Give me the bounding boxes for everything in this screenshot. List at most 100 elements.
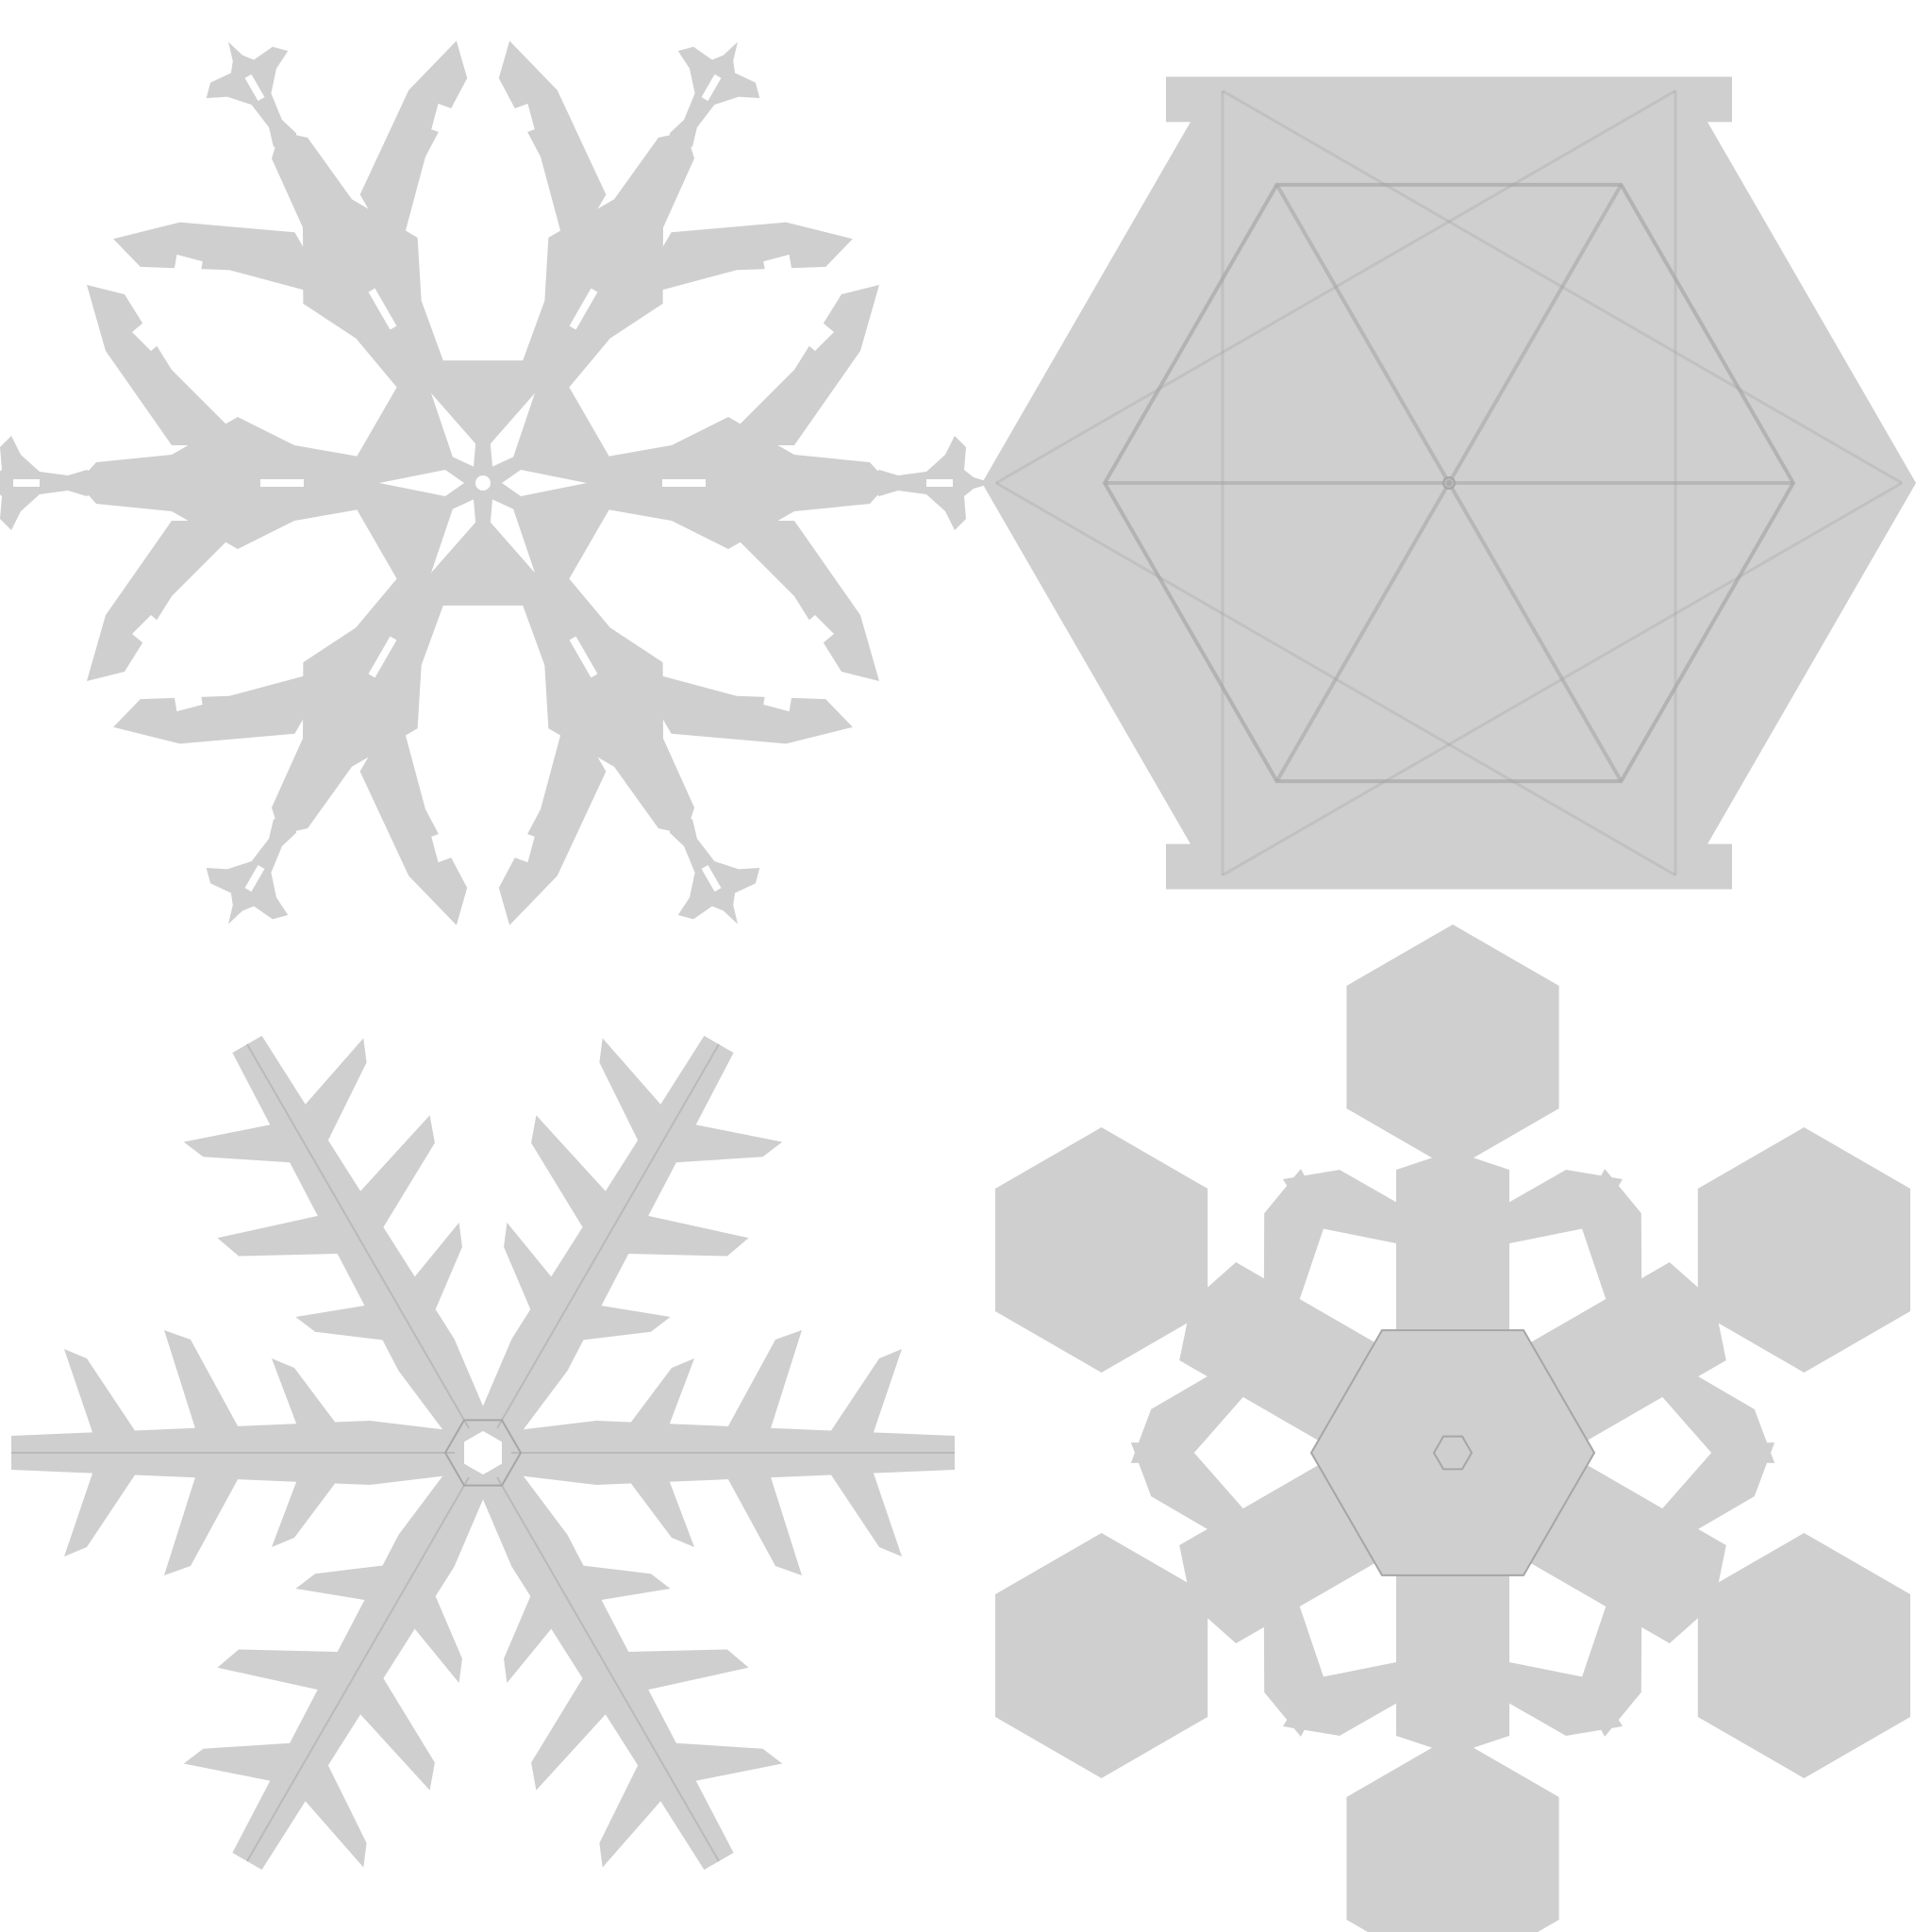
side-branch: [272, 1462, 351, 1547]
side-leaf: [1130, 1371, 1250, 1463]
lace-dendrite-arm-1: [502, 285, 992, 681]
side-branch: [531, 1115, 617, 1244]
side-branch: [615, 1462, 694, 1547]
arm-ridge: [246, 1476, 470, 1862]
side-branch: [608, 1212, 749, 1257]
slot-hole: [244, 74, 265, 101]
slot-hole: [662, 479, 706, 487]
center-hexagon: [1432, 1435, 1474, 1471]
side-frond: [113, 222, 333, 298]
side-frond: [359, 41, 468, 260]
side-branch: [64, 1349, 143, 1443]
small-hole: [174, 254, 203, 276]
arm-tip: [206, 809, 297, 924]
side-frond: [359, 706, 468, 925]
slot-hole: [13, 479, 40, 487]
side-branch: [719, 1330, 802, 1443]
small-hole: [513, 103, 535, 135]
side-frond: [633, 222, 853, 298]
side-frond: [633, 668, 853, 744]
side-branch: [719, 1462, 802, 1575]
main-arm: [596, 417, 889, 549]
broad-branch-arm-5: [1283, 924, 1623, 1358]
main-arm: [474, 1458, 734, 1871]
side-leaf: [1577, 1169, 1642, 1308]
side-branch: [217, 1212, 358, 1257]
side-branch: [660, 1122, 783, 1164]
bottom-rim: [1166, 843, 1732, 890]
small-hole: [804, 615, 834, 643]
arm-stem: [1396, 1151, 1509, 1358]
hexagon-tip: [995, 1126, 1208, 1374]
side-branch: [823, 1462, 902, 1557]
side-leaf: [1130, 1442, 1250, 1535]
lace-dendrite-arm-2: [490, 499, 853, 925]
lace-dendrite-arm-6: [490, 41, 853, 467]
side-frond: [113, 668, 333, 744]
slot-hole: [244, 865, 265, 892]
center-hole: [475, 475, 491, 491]
arm-stem: [1396, 1547, 1509, 1755]
diamond-hole: [490, 392, 535, 467]
side-frond: [719, 521, 879, 681]
side-leaf: [1500, 1660, 1623, 1736]
side-branch: [295, 1302, 409, 1343]
side-branch: [64, 1462, 143, 1557]
small-hole: [763, 690, 792, 712]
main-arm: [232, 1458, 492, 1871]
triangle-crease: [1222, 481, 1903, 876]
arm-tip: [0, 436, 106, 530]
fernlike-dendrite-snowflake: [11, 1035, 955, 1871]
side-leaf: [1283, 1170, 1406, 1245]
side-branch: [599, 1751, 669, 1868]
small-hole: [431, 831, 453, 863]
arm-ridge: [246, 1043, 470, 1429]
lace-dendrite-arm-5: [113, 41, 476, 467]
hexagon-tip: [1697, 1126, 1910, 1374]
main-arm: [518, 131, 695, 398]
side-branch: [164, 1330, 247, 1443]
side-branch: [401, 1223, 462, 1334]
arm-tip: [206, 42, 297, 157]
side-leaf: [1656, 1442, 1775, 1535]
broad-branch-arm-2: [1283, 1547, 1623, 1932]
side-branch: [297, 1038, 367, 1155]
side-branch: [349, 1115, 435, 1244]
small-hole: [132, 615, 162, 643]
side-branch: [183, 1741, 306, 1784]
side-leaf: [1656, 1371, 1775, 1463]
radial-crease: [1447, 183, 1624, 484]
side-branch: [557, 1302, 671, 1343]
side-frond: [87, 521, 247, 681]
slot-hole: [260, 479, 304, 487]
small-hole: [513, 831, 535, 863]
side-frond: [87, 285, 247, 445]
main-arm: [271, 131, 448, 398]
side-branch: [401, 1572, 462, 1683]
side-branch: [608, 1649, 749, 1693]
side-branch: [164, 1462, 247, 1575]
slot-hole: [368, 636, 397, 678]
diamond-hole: [431, 392, 476, 467]
triangle-crease: [995, 481, 1676, 876]
slot-hole: [569, 636, 598, 678]
slot-hole: [569, 288, 598, 330]
main-arm: [474, 1035, 734, 1447]
side-branch: [615, 1358, 694, 1443]
arm-ridge: [496, 1043, 720, 1429]
hexagon-tip: [995, 1532, 1208, 1779]
triangle-crease: [995, 90, 1676, 485]
small-hole: [804, 323, 834, 351]
fern-dendrite-arm-5: [183, 1035, 492, 1447]
top-rim: [1166, 76, 1732, 123]
slot-hole: [926, 479, 953, 487]
side-branch: [297, 1751, 367, 1868]
main-arm: [232, 1035, 492, 1447]
lace-dendrite-arm-3: [113, 499, 476, 925]
hexagon-tip: [1346, 924, 1559, 1170]
hexagon-tip: [1697, 1532, 1910, 1779]
side-branch: [599, 1038, 669, 1155]
hexagon-tip: [1346, 1736, 1559, 1932]
